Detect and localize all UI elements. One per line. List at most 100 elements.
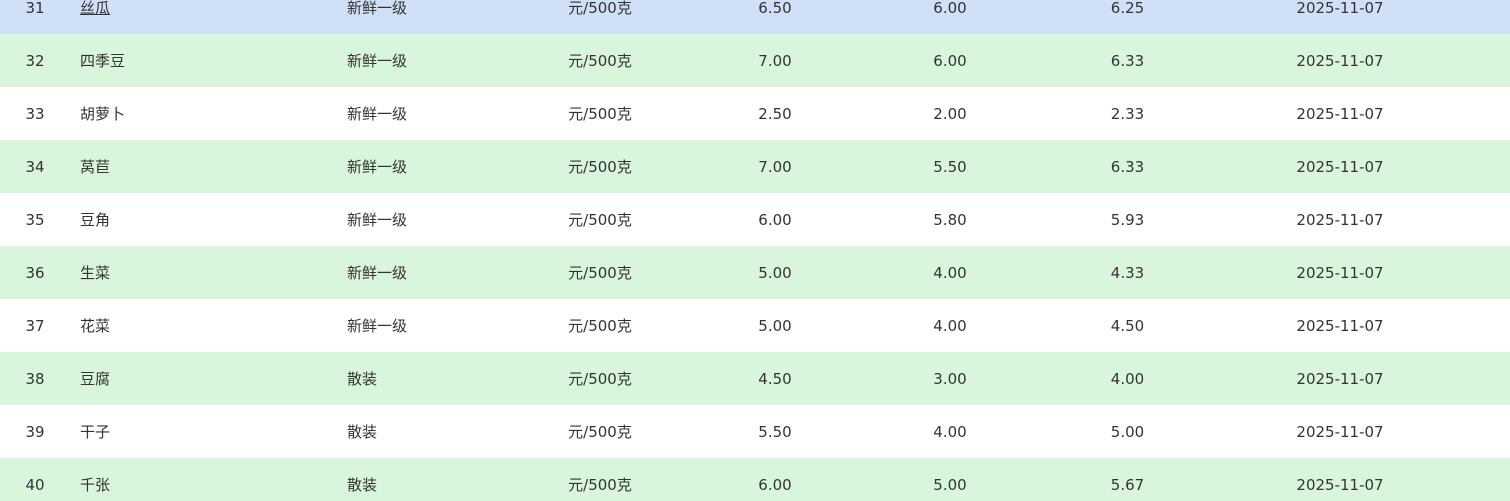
item-spec-cell: 新鲜一级 — [347, 264, 408, 282]
date-cell: 2025-11-07 — [1296, 369, 1384, 388]
item-name-link[interactable]: 豆角 — [80, 211, 111, 229]
price1-cell: 7.00 — [758, 51, 792, 70]
row-number-cell: 34 — [25, 157, 45, 176]
price2-cell: 6.00 — [933, 51, 967, 70]
filler-cell — [1440, 352, 1510, 405]
price3-cell: 6.33 — [1110, 157, 1145, 176]
row-number-cell: 32 — [25, 51, 45, 70]
table-row: 39 干子 散装 元/500克 5.50 4.00 5.00 2025-11-07 — [0, 405, 1510, 458]
date-cell: 2025-11-07 — [1296, 316, 1384, 335]
price2-cell: 6.00 — [933, 0, 967, 17]
table-row: 36 生菜 新鲜一级 元/500克 5.00 4.00 4.33 2025-11-07 — [0, 246, 1510, 299]
item-spec-cell: 新鲜一级 — [347, 52, 408, 70]
unit-cell: 元/500克 — [568, 264, 632, 282]
unit-cell: 元/500克 — [568, 423, 632, 441]
price2-cell: 4.00 — [933, 316, 967, 335]
date-cell: 2025-11-07 — [1296, 475, 1384, 494]
table-row: 34 莴苣 新鲜一级 元/500克 7.00 5.50 6.33 2025-11-07 — [0, 140, 1510, 193]
item-spec-cell: 新鲜一级 — [347, 0, 408, 17]
price3-cell: 4.50 — [1110, 316, 1145, 335]
price2-cell: 4.00 — [933, 422, 967, 441]
table-row: 35 豆角 新鲜一级 元/500克 6.00 5.80 5.93 2025-11-07 — [0, 193, 1510, 246]
price1-cell: 4.50 — [758, 369, 792, 388]
price3-cell: 5.00 — [1110, 422, 1145, 441]
date-cell: 2025-11-07 — [1296, 263, 1384, 282]
filler-cell — [1440, 458, 1510, 501]
item-spec-cell: 散装 — [347, 370, 378, 388]
price1-cell: 2.50 — [758, 104, 792, 123]
price1-cell: 6.00 — [758, 475, 792, 494]
unit-cell: 元/500克 — [568, 211, 632, 229]
item-name-cell: 千张 — [70, 458, 340, 501]
item-name-cell: 豆腐 — [70, 352, 340, 405]
date-cell: 2025-11-07 — [1296, 51, 1384, 70]
row-number-cell: 33 — [25, 104, 45, 123]
row-number-cell: 36 — [25, 263, 45, 282]
date-cell: 2025-11-07 — [1296, 157, 1384, 176]
price2-cell: 3.00 — [933, 369, 967, 388]
item-name-cell: 豆角 — [70, 193, 340, 246]
filler-cell — [1440, 193, 1510, 246]
item-name-link[interactable]: 干子 — [80, 423, 111, 441]
unit-cell: 元/500克 — [568, 476, 632, 494]
item-name-link[interactable]: 莴苣 — [80, 158, 111, 176]
price3-cell: 4.33 — [1110, 263, 1145, 282]
item-name-cell: 四季豆 — [70, 34, 340, 87]
price3-cell: 6.25 — [1110, 0, 1145, 17]
price3-cell: 4.00 — [1110, 369, 1145, 388]
date-cell: 2025-11-07 — [1296, 422, 1384, 441]
unit-cell: 元/500克 — [568, 317, 632, 335]
row-number-cell: 35 — [25, 210, 45, 229]
filler-cell — [1440, 87, 1510, 140]
filler-cell — [1440, 0, 1510, 34]
row-number-cell: 31 — [25, 0, 45, 17]
item-spec-cell: 新鲜一级 — [347, 211, 408, 229]
row-number-cell: 40 — [25, 475, 45, 494]
price1-cell: 5.00 — [758, 263, 792, 282]
price3-cell: 6.33 — [1110, 51, 1145, 70]
table-row: 33 胡萝卜 新鲜一级 元/500克 2.50 2.00 2.33 2025-11-07 — [0, 87, 1510, 140]
filler-cell — [1440, 405, 1510, 458]
price1-cell: 5.00 — [758, 316, 792, 335]
price1-cell: 5.50 — [758, 422, 792, 441]
item-name-link[interactable]: 豆腐 — [80, 370, 111, 388]
row-number-cell: 37 — [25, 316, 45, 335]
price1-cell: 7.00 — [758, 157, 792, 176]
item-name-cell: 生菜 — [70, 246, 340, 299]
item-name-link[interactable]: 丝瓜 — [80, 0, 111, 17]
table-row: 38 豆腐 散装 元/500克 4.50 3.00 4.00 2025-11-07 — [0, 352, 1510, 405]
price1-cell: 6.50 — [758, 0, 792, 17]
item-name-link[interactable]: 花菜 — [80, 317, 111, 335]
item-name-cell: 花菜 — [70, 299, 340, 352]
filler-cell — [1440, 299, 1510, 352]
date-cell: 2025-11-07 — [1296, 104, 1384, 123]
unit-cell: 元/500克 — [568, 158, 632, 176]
unit-cell: 元/500克 — [568, 105, 632, 123]
item-name-link[interactable]: 四季豆 — [80, 52, 126, 70]
item-name-link[interactable]: 胡萝卜 — [80, 105, 126, 123]
item-name-link[interactable]: 千张 — [80, 476, 111, 494]
price3-cell: 2.33 — [1110, 104, 1145, 123]
filler-cell — [1440, 246, 1510, 299]
price2-cell: 4.00 — [933, 263, 967, 282]
price2-cell: 5.50 — [933, 157, 967, 176]
table-row: 32 四季豆 新鲜一级 元/500克 7.00 6.00 6.33 2025-11-07 — [0, 34, 1510, 87]
item-name-link[interactable]: 生菜 — [80, 264, 111, 282]
table-row: 31 丝瓜 新鲜一级 元/500克 6.50 6.00 6.25 2025-11-07 — [0, 0, 1510, 34]
price2-cell: 5.80 — [933, 210, 967, 229]
item-name-cell: 干子 — [70, 405, 340, 458]
filler-cell — [1440, 34, 1510, 87]
date-cell: 2025-11-07 — [1296, 210, 1384, 229]
price2-cell: 2.00 — [933, 104, 967, 123]
item-spec-cell: 新鲜一级 — [347, 105, 408, 123]
table-row: 37 花菜 新鲜一级 元/500克 5.00 4.00 4.50 2025-11-07 — [0, 299, 1510, 352]
item-spec-cell: 散装 — [347, 423, 378, 441]
price2-cell: 5.00 — [933, 475, 967, 494]
row-number-cell: 38 — [25, 369, 45, 388]
price1-cell: 6.00 — [758, 210, 792, 229]
item-spec-cell: 新鲜一级 — [347, 317, 408, 335]
filler-cell — [1440, 140, 1510, 193]
row-number-cell: 39 — [25, 422, 45, 441]
unit-cell: 元/500克 — [568, 0, 632, 17]
